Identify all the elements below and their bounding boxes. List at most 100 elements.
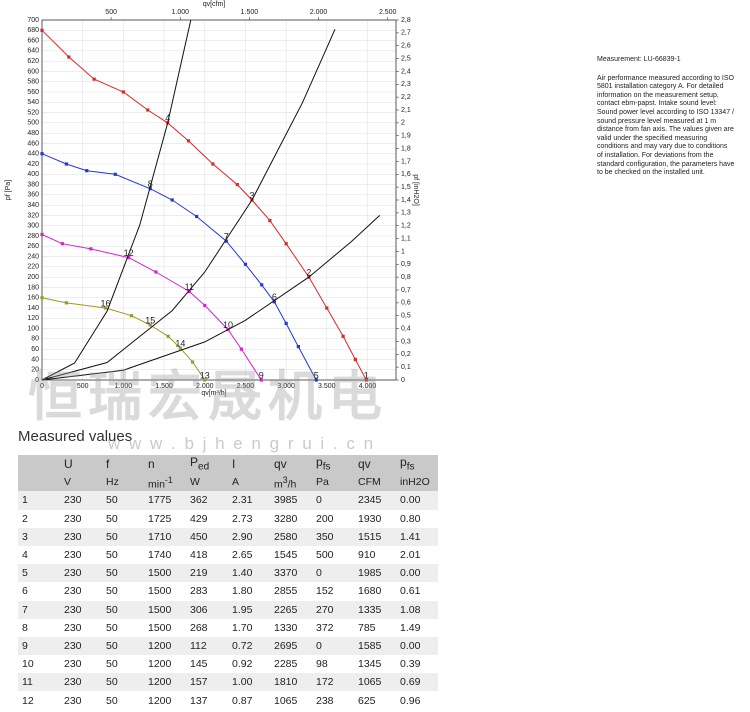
table-cell: 112 bbox=[186, 636, 228, 656]
y2-tick-label: 0,7 bbox=[401, 287, 411, 294]
y2-tick-label: 1,3 bbox=[401, 210, 411, 217]
table-title: Measured values bbox=[18, 428, 133, 445]
y2-tick-label: 2,5 bbox=[401, 55, 411, 62]
operating-point-label: 9 bbox=[259, 370, 264, 380]
table-cell: 0.00 bbox=[396, 564, 438, 583]
table-cell: 50 bbox=[102, 636, 144, 656]
table-row: 2 230 50 1725 429 2.73 3280 200 1930 0.80 bbox=[18, 510, 438, 528]
table-cell: 268 bbox=[190, 621, 208, 634]
table-cell: 1710 bbox=[144, 527, 186, 546]
curve-marker bbox=[166, 334, 170, 338]
y2-tick-label: 1,2 bbox=[401, 223, 411, 230]
measurement-text: Air performance measured according to IS… bbox=[597, 74, 735, 177]
watermark-url: w w w . b j h e n g r u i . c n bbox=[108, 434, 376, 453]
table-cell: 910 bbox=[358, 549, 376, 562]
curve-marker bbox=[64, 301, 69, 305]
table-cell: 1345 bbox=[358, 658, 382, 671]
header-cell: qv bbox=[354, 455, 396, 474]
header-cell: f bbox=[102, 455, 144, 474]
table-cell: 50 bbox=[106, 549, 118, 562]
y2-tick-label: 2 bbox=[401, 120, 405, 127]
header-cell: U bbox=[60, 455, 102, 474]
y-axis-label: pf [Pa] bbox=[5, 180, 12, 200]
unit-cell: V bbox=[60, 473, 102, 492]
operating-point-label: 7 bbox=[224, 232, 229, 242]
curve-marker bbox=[235, 182, 239, 187]
table-cell: 1335 bbox=[354, 600, 396, 619]
curve bbox=[41, 215, 381, 381]
y2-tick-label: 2,8 bbox=[401, 17, 411, 24]
table-cell: 50 bbox=[106, 512, 118, 525]
unit-sup: -1 bbox=[164, 474, 173, 485]
table-cell: 230 bbox=[64, 621, 82, 634]
table-cell: 50 bbox=[106, 585, 118, 598]
curve-marker bbox=[259, 378, 263, 382]
y-tick-label: 0 bbox=[35, 377, 39, 384]
table-cell: 0.87 bbox=[232, 694, 253, 707]
measurement-id: Measurement: LU-66839-1 bbox=[597, 56, 681, 63]
curve-marker bbox=[127, 256, 131, 260]
table-row: 4 230 50 1740 418 2.65 1545 500 910 2.01 bbox=[18, 546, 438, 564]
curve-marker bbox=[211, 162, 215, 166]
x-tick-label: 3.000 bbox=[277, 383, 295, 390]
curve-marker bbox=[148, 187, 152, 191]
table-cell: 0.96 bbox=[400, 694, 421, 707]
table-cell: 1200 bbox=[144, 636, 186, 656]
operating-point-label: 6 bbox=[272, 292, 277, 302]
y-tick-label: 500 bbox=[27, 120, 39, 127]
unit: Pa bbox=[316, 476, 329, 489]
unit: Hz bbox=[106, 476, 119, 489]
table-cell: 50 bbox=[106, 694, 118, 707]
unit-sup: 3 bbox=[282, 474, 288, 485]
unit-rest: /h bbox=[287, 478, 297, 491]
table-cell: 283 bbox=[190, 585, 208, 598]
table-cell: 270 bbox=[312, 600, 354, 619]
operating-point-label: 4 bbox=[165, 113, 170, 123]
table-cell: 1515 bbox=[354, 527, 396, 546]
table-cell: 9 bbox=[18, 636, 60, 656]
table-cell: 230 bbox=[64, 549, 82, 562]
operating-point-label: 16 bbox=[100, 298, 110, 308]
header-cell: pfs bbox=[396, 455, 438, 474]
table-row: 7 230 50 1500 306 1.95 2265 270 1335 1.08 bbox=[18, 600, 438, 619]
curve-marker bbox=[129, 314, 134, 318]
y-tick-label: 700 bbox=[27, 17, 39, 24]
y2-tick-label: 1,9 bbox=[401, 133, 411, 140]
symbol-sub: ed bbox=[198, 461, 210, 473]
curve-marker bbox=[92, 77, 96, 81]
symbol: f bbox=[106, 457, 110, 472]
table-row: 9 230 50 1200 112 0.72 2695 0 1585 0.00 bbox=[18, 636, 438, 656]
y2-tick-label: 1,5 bbox=[401, 184, 411, 191]
y-tick-label: 640 bbox=[27, 48, 39, 55]
table-cell: 450 bbox=[186, 527, 228, 546]
table-cell: 5 bbox=[18, 564, 60, 583]
table-cell: 500 bbox=[316, 549, 334, 562]
table-cell: 0.80 bbox=[400, 512, 421, 525]
curve-marker bbox=[272, 300, 276, 304]
x2-tick-label: 500 bbox=[105, 9, 117, 16]
curve-marker bbox=[284, 242, 288, 246]
notes: Measurement: LU-66839-1 Air performance … bbox=[597, 56, 735, 188]
y2-tick-label: 0,9 bbox=[401, 261, 411, 268]
symbol: qv bbox=[358, 457, 371, 472]
header-cell: qv bbox=[270, 455, 312, 474]
table-cell: 1200 bbox=[148, 658, 172, 671]
curve-marker bbox=[40, 296, 44, 300]
operating-point-label: 3 bbox=[249, 190, 254, 200]
unit-cell: A bbox=[228, 473, 270, 492]
y-tick-label: 320 bbox=[27, 212, 39, 219]
table-cell: 50 bbox=[102, 527, 144, 546]
curve-marker bbox=[325, 306, 329, 310]
table-cell: 238 bbox=[316, 694, 334, 707]
curve-marker bbox=[121, 90, 125, 94]
y2-tick-label: 1 bbox=[401, 248, 405, 255]
table-cell: 2.65 bbox=[232, 549, 253, 562]
table-cell: 0 bbox=[312, 564, 354, 583]
unit-cell: Pa bbox=[312, 473, 354, 492]
table-cell: 230 bbox=[64, 585, 82, 598]
curve-marker bbox=[296, 344, 300, 349]
x2-axis-label: qv[cfm] bbox=[203, 1, 226, 8]
curve-marker bbox=[40, 28, 44, 32]
table-cell: 172 bbox=[312, 673, 354, 692]
